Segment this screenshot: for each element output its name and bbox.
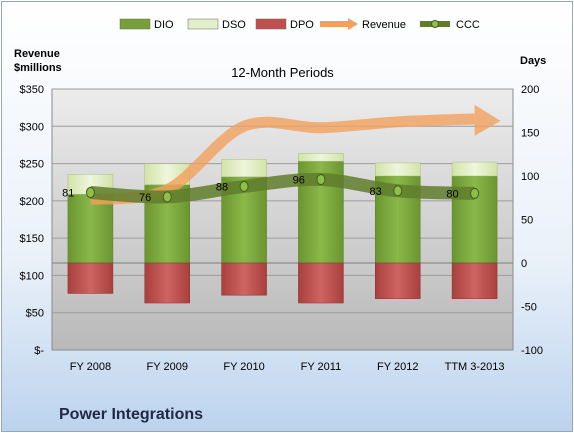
left-tick-label: $50 xyxy=(26,308,44,320)
left-axis-title: Revenue xyxy=(14,48,60,60)
ccc-point xyxy=(85,187,95,199)
right-axis-title: Days xyxy=(520,55,546,67)
bar-dpo xyxy=(144,262,190,304)
category-label: FY 2011 xyxy=(301,361,342,373)
category-label: FY 2012 xyxy=(377,361,418,373)
ccc-data-label: 88 xyxy=(216,181,228,193)
category-label: FY 2009 xyxy=(147,361,188,373)
ccc-data-label: 80 xyxy=(446,188,458,200)
legend-swatch-dso xyxy=(187,18,219,30)
legend-arrow-revenue xyxy=(348,18,358,30)
bar-dpo xyxy=(375,262,421,299)
ccc-data-label: 76 xyxy=(139,192,151,204)
ccc-data-label: 96 xyxy=(293,174,305,186)
category-label: FY 2008 xyxy=(70,361,111,373)
ccc-point xyxy=(470,187,480,199)
ccc-point xyxy=(316,173,326,185)
bar-dpo xyxy=(67,262,114,294)
left-tick-label: $- xyxy=(34,345,44,357)
bar-dpo xyxy=(298,262,344,304)
left-tick-label: $250 xyxy=(20,159,44,171)
ccc-line xyxy=(89,172,475,204)
right-tick-label: 100 xyxy=(521,171,539,183)
legend-label-dso: DSO xyxy=(222,19,246,31)
category-label: FY 2010 xyxy=(223,361,264,373)
chart-title: 12-Month Periods xyxy=(231,65,334,80)
bar-dso xyxy=(298,153,344,162)
bar-dso xyxy=(221,159,267,178)
ccc-point xyxy=(162,191,172,203)
bar-dso xyxy=(451,161,498,177)
ccc-point xyxy=(239,180,249,192)
left-axis-title: $millions xyxy=(14,62,62,74)
bar-dpo xyxy=(451,262,498,299)
left-tick-label: $350 xyxy=(20,84,44,96)
legend-label-ccc: CCC xyxy=(456,19,480,31)
category-label: TTM 3-2013 xyxy=(445,361,505,373)
legend-label-revenue: Revenue xyxy=(362,19,406,31)
legend-label-dio: DIO xyxy=(154,19,174,31)
plot-area xyxy=(51,88,514,351)
right-tick-label: 50 xyxy=(521,215,533,227)
ccc-point xyxy=(393,185,403,197)
legend-swatch-dio xyxy=(119,18,151,30)
right-tick-label: -50 xyxy=(521,302,537,314)
right-tick-label: -100 xyxy=(521,345,543,357)
legend-swatch-dpo xyxy=(255,18,287,30)
legend-label-dpo: DPO xyxy=(290,19,314,31)
ccc-data-label: 81 xyxy=(62,188,74,200)
left-tick-label: $100 xyxy=(20,270,44,282)
bar-dso xyxy=(375,162,421,177)
bar-dio xyxy=(67,194,114,264)
ccc-data-label: 83 xyxy=(370,186,382,198)
right-tick-label: 0 xyxy=(521,258,527,270)
revenue-arrow-head xyxy=(474,104,501,136)
right-tick-label: 150 xyxy=(521,128,539,140)
legend-marker-ccc xyxy=(431,20,439,28)
bar-dpo xyxy=(221,262,267,296)
company-name: Power Integrations xyxy=(59,406,204,423)
left-tick-label: $150 xyxy=(20,233,44,245)
left-tick-label: $200 xyxy=(20,196,44,208)
left-tick-label: $300 xyxy=(20,121,44,133)
right-tick-label: 200 xyxy=(521,84,539,96)
